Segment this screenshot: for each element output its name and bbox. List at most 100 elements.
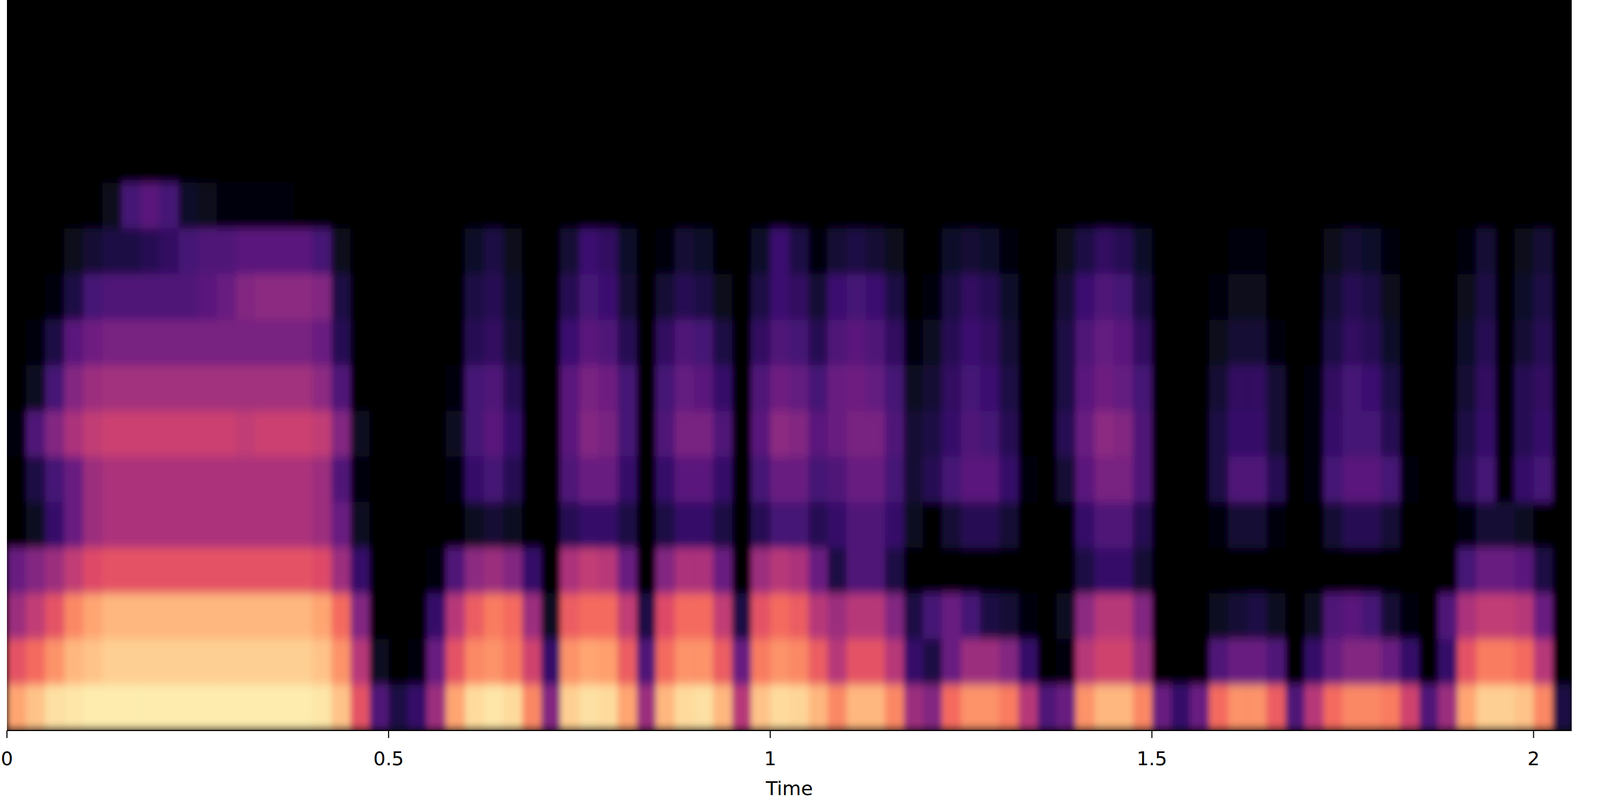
cell	[808, 319, 828, 366]
cell	[770, 683, 790, 730]
cell	[521, 683, 542, 730]
cell	[484, 409, 504, 456]
cell	[178, 45, 198, 92]
cell	[1533, 136, 1553, 183]
cell	[1133, 638, 1153, 685]
cell	[1438, 592, 1458, 639]
cell	[579, 592, 599, 639]
cell	[846, 136, 866, 183]
cell	[292, 273, 313, 320]
cell	[521, 227, 542, 274]
cell	[1342, 409, 1362, 456]
cell	[426, 136, 447, 183]
cell	[732, 90, 752, 137]
cell	[1018, 273, 1038, 320]
cell	[1438, 45, 1458, 92]
cell	[789, 683, 809, 730]
cell	[941, 227, 962, 274]
cell	[560, 90, 580, 137]
cell	[865, 319, 885, 366]
cell	[388, 136, 408, 183]
cell	[655, 273, 676, 320]
cell	[426, 547, 447, 593]
cell	[1228, 683, 1248, 730]
cell	[1323, 90, 1343, 137]
cell	[1133, 501, 1153, 548]
cell	[292, 136, 313, 183]
cell	[197, 501, 218, 548]
cell	[636, 683, 656, 730]
cell	[541, 181, 561, 228]
cell	[292, 227, 313, 274]
cell	[1075, 455, 1095, 502]
cell	[331, 638, 351, 685]
cell	[1342, 683, 1362, 730]
cell	[1285, 547, 1305, 593]
cell	[521, 364, 542, 411]
cell	[941, 683, 962, 730]
cell	[445, 455, 465, 502]
cell	[884, 409, 905, 456]
cell	[102, 181, 122, 228]
cell	[64, 501, 84, 548]
cell	[407, 0, 427, 46]
cell	[235, 45, 256, 92]
cell	[846, 592, 866, 639]
cell	[503, 319, 523, 366]
cell	[521, 136, 542, 183]
cell	[1495, 455, 1515, 502]
cell	[388, 364, 408, 411]
cell	[1285, 0, 1305, 46]
cell	[1018, 0, 1038, 46]
cell	[407, 136, 427, 183]
cell	[64, 136, 84, 183]
cell	[1209, 547, 1229, 593]
x-tick-label: 0	[1, 747, 14, 770]
cell	[6, 0, 27, 46]
cell	[1037, 319, 1057, 366]
cell	[464, 364, 485, 411]
cell	[541, 227, 561, 274]
cell	[1438, 547, 1458, 593]
cell	[1170, 45, 1191, 92]
cell	[1075, 638, 1095, 685]
cell	[1552, 547, 1572, 593]
cell	[693, 273, 714, 320]
cell	[1342, 136, 1362, 183]
cell	[1399, 0, 1420, 46]
cell	[636, 638, 656, 685]
cell	[655, 0, 676, 46]
cell	[121, 455, 141, 502]
cell	[846, 364, 866, 411]
cell	[674, 273, 694, 320]
cell	[140, 409, 160, 456]
cell	[197, 547, 218, 593]
cell	[1514, 364, 1534, 411]
cell	[636, 501, 656, 548]
cell	[159, 638, 179, 685]
cell	[83, 683, 103, 730]
cell	[1323, 136, 1343, 183]
cell	[1247, 364, 1267, 411]
cell	[331, 45, 351, 92]
cell	[64, 455, 84, 502]
cell	[1438, 273, 1458, 320]
cell	[1075, 683, 1095, 730]
cell	[331, 136, 351, 183]
cell	[1094, 638, 1114, 685]
cell	[941, 501, 962, 548]
cell	[274, 455, 294, 502]
cell	[999, 638, 1019, 685]
cell	[1247, 409, 1267, 456]
cell	[904, 592, 924, 639]
cell	[636, 547, 656, 593]
cell	[655, 455, 676, 502]
cell	[598, 455, 618, 502]
cell	[1399, 592, 1420, 639]
cell	[159, 319, 179, 366]
cell	[121, 136, 141, 183]
cell	[1075, 319, 1095, 366]
cell	[292, 683, 313, 730]
cell	[312, 409, 332, 456]
cell	[102, 409, 122, 456]
